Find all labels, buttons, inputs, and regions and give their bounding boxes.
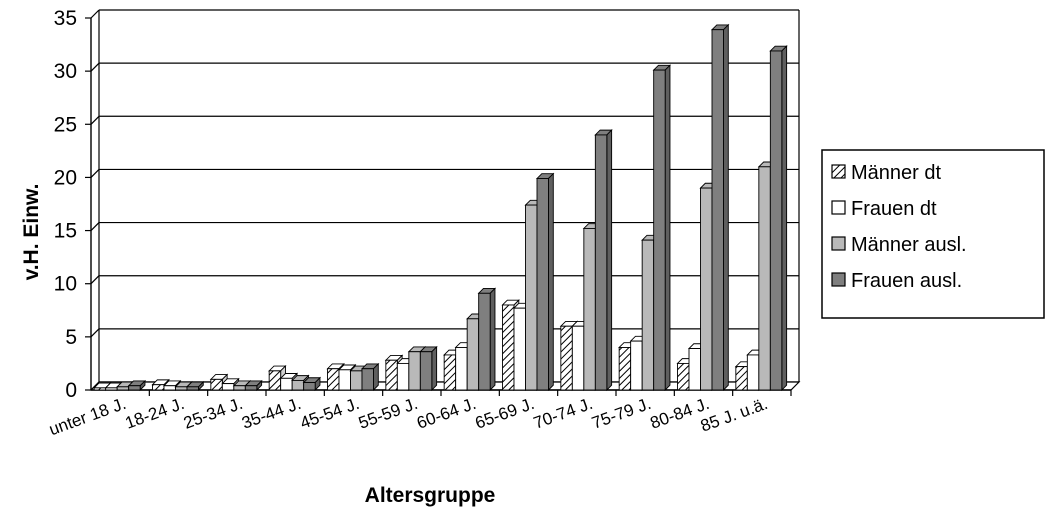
legend-swatch xyxy=(831,272,846,287)
bar xyxy=(185,380,205,392)
y-tick-label: 0 xyxy=(65,379,77,402)
legend-label: Frauen dt xyxy=(851,198,937,220)
gridline-side xyxy=(90,9,100,19)
y-tick-label: 25 xyxy=(54,113,77,136)
bar xyxy=(419,345,438,392)
bar xyxy=(302,376,322,392)
bar xyxy=(535,172,555,392)
legend-entry: Männer ausl. xyxy=(831,234,967,256)
x-tick-labels: unter 18 J.18-24 J.25-34 J.35-44 J.45-54… xyxy=(47,394,771,439)
x-tick-label: 60-64 J. xyxy=(414,394,478,433)
y-tick-label: 35 xyxy=(54,7,77,30)
bars xyxy=(93,23,788,392)
y-tick-label: 15 xyxy=(54,220,77,243)
gridline-side xyxy=(90,328,100,338)
gridline-side xyxy=(90,115,100,125)
gridline-side xyxy=(90,275,100,285)
x-tick-label: 18-24 J. xyxy=(123,394,187,433)
gridline-side xyxy=(90,222,100,231)
legend-label: Frauen ausl. xyxy=(851,270,962,292)
x-axis-title: Altersgruppe xyxy=(365,484,496,507)
legend-swatch xyxy=(831,200,846,215)
gridline-side xyxy=(90,62,100,72)
x-tick-label: 75-79 J. xyxy=(589,394,653,433)
y-tick-label: 10 xyxy=(54,273,77,296)
y-tick-label: 30 xyxy=(54,60,77,83)
x-tick-label: 65-69 J. xyxy=(473,394,537,433)
gridlines xyxy=(90,9,800,391)
legend-entry: Frauen dt xyxy=(831,198,937,220)
bar xyxy=(652,64,672,392)
y-tick-label: 20 xyxy=(54,166,77,189)
gridline-side xyxy=(90,169,100,178)
legend-label: Männer dt xyxy=(851,162,941,184)
x-tick-label: 45-54 J. xyxy=(298,394,362,433)
legend-swatch xyxy=(831,236,846,251)
legend-label: Männer ausl. xyxy=(851,234,967,256)
bar xyxy=(360,362,380,392)
bar xyxy=(769,45,788,392)
bar xyxy=(244,379,263,392)
y-tick-label: 5 xyxy=(65,326,77,349)
bar xyxy=(594,129,613,392)
bar xyxy=(477,287,497,392)
legend-entry: Frauen ausl. xyxy=(831,270,962,292)
y-tick-labels: 0 5 10 15 20 25 30 35 xyxy=(54,7,77,402)
x-tick-label: 25-34 J. xyxy=(181,394,245,433)
x-tick-label: 35-44 J. xyxy=(239,394,303,433)
bar xyxy=(127,379,147,392)
legend-swatch xyxy=(831,164,846,179)
x-tick-label: 55-59 J. xyxy=(356,394,420,433)
y-axis-title: v.H. Einw. xyxy=(20,184,43,281)
x-tick-label: unter 18 J. xyxy=(47,394,129,439)
bar xyxy=(710,23,730,392)
legend: Männer dt Frauen dt Männer ausl. Frauen aus… xyxy=(821,149,1045,319)
legend-entry: Männer dt xyxy=(831,162,941,184)
legend-box xyxy=(821,149,1045,319)
x-tick-label: 85 J. u.ä. xyxy=(698,394,770,436)
axes xyxy=(85,17,801,396)
x-tick-label: 70-74 J. xyxy=(531,394,595,433)
